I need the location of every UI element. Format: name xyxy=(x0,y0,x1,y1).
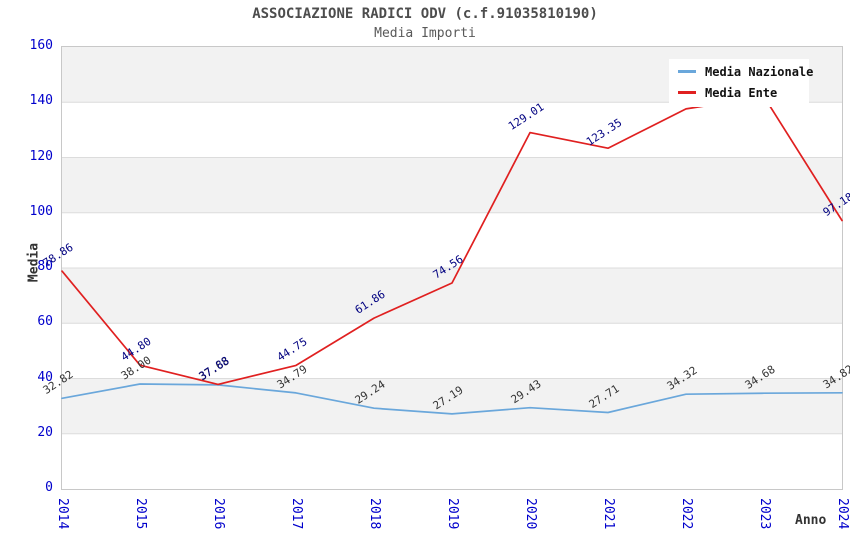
legend-label: Media Ente xyxy=(705,85,778,100)
x-tick-label: 2022 xyxy=(679,498,694,530)
plot-area: 32.82 38.00 37.68 34.79 29.24 27.19 29.43 27.71… xyxy=(41,46,850,490)
y-tick-label: 0 xyxy=(45,480,53,495)
chart-title: ASSOCIAZIONE RADICI ODV (c.f.91035810190… xyxy=(252,6,598,22)
legend-swatch-line xyxy=(678,70,696,73)
background-band xyxy=(62,102,842,158)
y-tick-label: 60 xyxy=(37,314,53,330)
x-axis-title: Anno xyxy=(795,513,827,528)
x-tick-label: 2016 xyxy=(211,498,226,530)
chart-subtitle: Media Importi xyxy=(374,26,476,41)
background-band xyxy=(62,212,842,268)
y-tick-label: 120 xyxy=(29,148,53,164)
legend-label: Media Nazionale xyxy=(705,64,814,79)
y-tick-label: 160 xyxy=(29,38,53,53)
legend-item-media-nazionale: Media Nazionale xyxy=(669,61,813,82)
x-tick-label: 2015 xyxy=(133,498,148,530)
y-tick-label: 80 xyxy=(37,259,53,274)
y-tick-label: 100 xyxy=(29,203,53,219)
x-tick-label: 2019 xyxy=(445,498,460,530)
background-band xyxy=(62,323,842,379)
series-line-media-nazionale xyxy=(61,383,843,415)
legend-swatch-line xyxy=(678,91,696,94)
background-band xyxy=(62,157,842,213)
legend-item-media-ente: Media Ente xyxy=(669,82,809,103)
legend: Media Nazionale Media Ente xyxy=(669,59,813,107)
x-tick-label: 2018 xyxy=(367,498,382,530)
background-band xyxy=(62,268,842,324)
y-tick-label: 20 xyxy=(37,424,53,440)
x-tick-label: 2021 xyxy=(601,498,616,530)
x-tick-label: 2014 xyxy=(55,498,70,530)
background-band xyxy=(62,433,842,489)
x-tick-label: 2020 xyxy=(523,498,538,530)
x-tick-label: 2017 xyxy=(289,498,304,530)
x-tick-label: 2023 xyxy=(757,498,772,530)
x-tick-label: 2024 xyxy=(835,498,850,530)
y-tick-label: 40 xyxy=(37,369,53,385)
background-band xyxy=(62,378,842,434)
y-tick-label: 140 xyxy=(29,93,53,109)
